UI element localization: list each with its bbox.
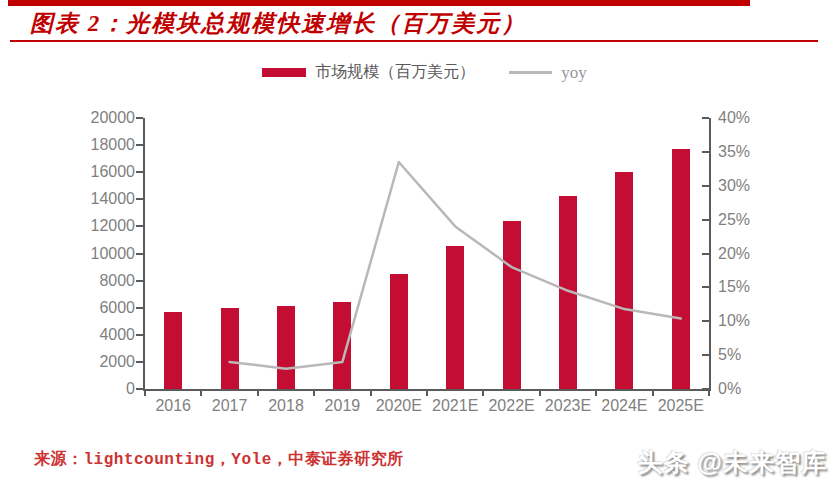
x-axis-label: 2020E bbox=[371, 397, 427, 415]
y-axis-label-left: 4000 bbox=[65, 326, 135, 344]
y-axis-label-right: 10% bbox=[718, 312, 778, 330]
x-axis-label: 2018 bbox=[258, 397, 314, 415]
combo-chart: 0 2000 4000 6000 8000 10000 12000 14000 16000 180… bbox=[0, 0, 833, 489]
x-tick bbox=[595, 391, 597, 396]
x-axis-label: 2016 bbox=[145, 397, 201, 415]
y-tick-left bbox=[136, 307, 143, 309]
x-tick bbox=[257, 391, 259, 396]
x-tick bbox=[652, 391, 654, 396]
y-axis-label-right: 35% bbox=[718, 143, 778, 161]
y-tick-left bbox=[136, 253, 143, 255]
watermark: 头条 @未来智库 bbox=[638, 446, 827, 479]
y-tick-left bbox=[136, 334, 143, 336]
y-tick-left bbox=[136, 225, 143, 227]
y-tick-left bbox=[136, 198, 143, 200]
y-axis-label-left: 14000 bbox=[65, 190, 135, 208]
y-axis-label-right: 0% bbox=[718, 380, 778, 398]
x-tick bbox=[708, 391, 710, 396]
y-axis-label-left: 8000 bbox=[65, 272, 135, 290]
chart-page: { "header": { "title": "图表 2：光模块总规模快速增长（… bbox=[0, 0, 833, 489]
y-axis-label-left: 6000 bbox=[65, 299, 135, 317]
y-axis-label-left: 2000 bbox=[65, 353, 135, 371]
x-axis-label: 2019 bbox=[314, 397, 370, 415]
yoy-line bbox=[230, 162, 681, 369]
y-tick-left bbox=[136, 361, 143, 363]
x-tick bbox=[539, 391, 541, 396]
x-tick bbox=[482, 391, 484, 396]
x-axis-label: 2025E bbox=[653, 397, 709, 415]
x-axis-label: 2021E bbox=[427, 397, 483, 415]
y-tick-left bbox=[136, 280, 143, 282]
x-axis-label: 2024E bbox=[596, 397, 652, 415]
x-tick bbox=[200, 391, 202, 396]
y-axis-label-right: 5% bbox=[718, 346, 778, 364]
y-axis-label-left: 12000 bbox=[65, 217, 135, 235]
x-tick bbox=[313, 391, 315, 396]
x-axis-label: 2017 bbox=[202, 397, 258, 415]
y-axis-label-right: 20% bbox=[718, 245, 778, 263]
source-note: 来源：lightcounting，Yole，中泰证券研究所 bbox=[34, 449, 404, 470]
x-axis-label: 2023E bbox=[540, 397, 596, 415]
y-tick-left bbox=[136, 171, 143, 173]
x-axis-label: 2022E bbox=[484, 397, 540, 415]
x-tick bbox=[426, 391, 428, 396]
y-tick-left bbox=[136, 117, 143, 119]
y-axis-label-left: 18000 bbox=[65, 136, 135, 154]
y-axis-label-left: 16000 bbox=[65, 163, 135, 181]
x-tick bbox=[144, 391, 146, 396]
y-axis-label-left: 20000 bbox=[65, 109, 135, 127]
y-axis-label-right: 40% bbox=[718, 109, 778, 127]
y-axis-label-right: 30% bbox=[718, 177, 778, 195]
x-tick bbox=[370, 391, 372, 396]
y-axis-label-left: 0 bbox=[65, 380, 135, 398]
yoy-line-layer bbox=[145, 118, 709, 389]
y-tick-left bbox=[136, 388, 143, 390]
y-axis-label-left: 10000 bbox=[65, 245, 135, 263]
y-axis-right bbox=[709, 118, 711, 389]
y-axis-label-right: 15% bbox=[718, 278, 778, 296]
y-axis-label-right: 25% bbox=[718, 211, 778, 229]
y-tick-left bbox=[136, 144, 143, 146]
